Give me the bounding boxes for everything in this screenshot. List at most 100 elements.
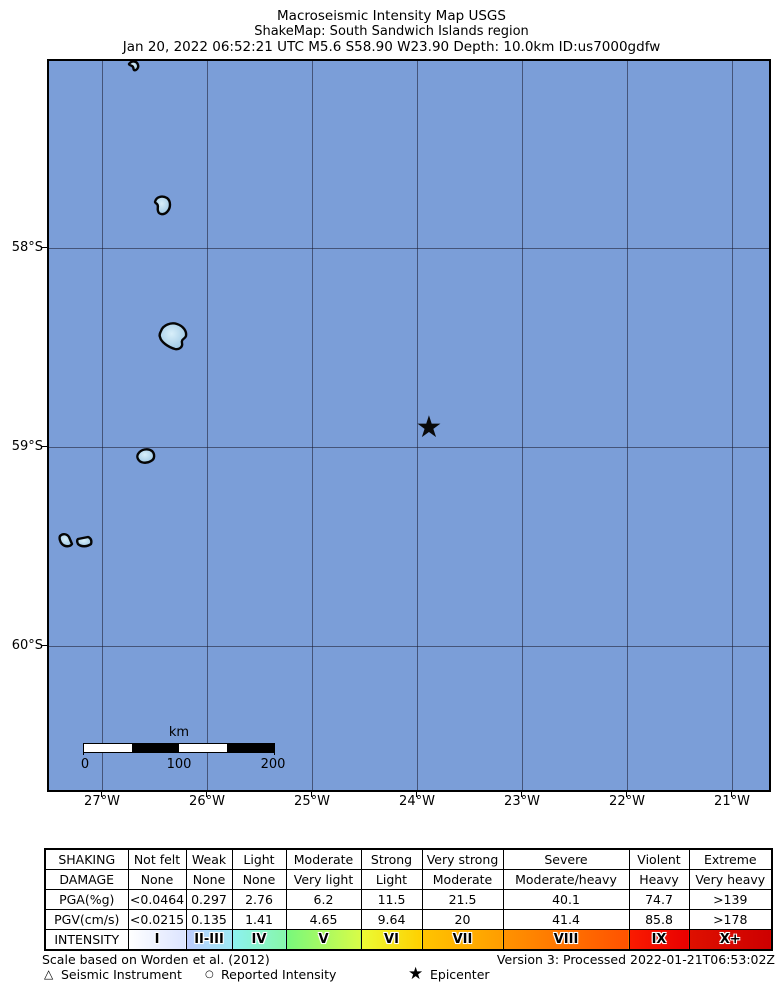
table-cell: Very strong	[421, 848, 504, 870]
row-label: DAMAGE	[44, 869, 129, 890]
table-row-shaking: SHAKING Not felt Weak Light Moderate Str…	[44, 848, 773, 870]
map-title: Macroseismic Intensity Map USGS	[277, 8, 506, 24]
gridline	[312, 61, 313, 790]
epicenter-legend-icon: ★	[408, 964, 424, 984]
axis-tick	[101, 792, 102, 797]
reported-intensity-icon: ○	[205, 969, 214, 980]
intensity-cell: X+	[688, 929, 773, 951]
table-cell: Severe	[502, 848, 630, 870]
table-cell: 4.65	[285, 909, 362, 930]
map-subtitle: ShakeMap: South Sandwich Islands region	[254, 24, 529, 39]
event-info-line: Jan 20, 2022 06:52:21 UTC M5.6 S58.90 W2…	[122, 39, 661, 55]
scale-bar-unit-label: km	[168, 725, 190, 740]
gridline	[207, 61, 208, 790]
table-cell: <0.0215	[127, 909, 187, 930]
table-cell: >178	[688, 909, 773, 930]
table-cell: 21.5	[421, 889, 504, 910]
table-cell: 20	[421, 909, 504, 930]
axis-tick	[42, 645, 47, 646]
row-label: PGV(cm/s)	[44, 909, 129, 930]
gridline	[49, 248, 769, 249]
table-row-intensity: INTENSITY I II-III IV V VI VII VIII IX X…	[44, 929, 773, 951]
epicenter-legend-label: Epicenter	[430, 967, 490, 982]
table-cell: 0.297	[185, 889, 233, 910]
lon-tick-label: 21°W	[714, 794, 750, 809]
intensity-cell: II-III	[185, 929, 233, 951]
epicenter-star-icon: ★	[415, 409, 443, 445]
table-cell: 1.41	[231, 909, 287, 930]
table-cell: Light	[231, 848, 287, 870]
table-cell: 85.8	[628, 909, 690, 930]
intensity-cell: VII	[421, 929, 504, 951]
scale-tick-label: 200	[260, 757, 286, 772]
table-cell: Very heavy	[688, 869, 773, 890]
table-cell: 2.76	[231, 889, 287, 910]
table-row-pgv: PGV(cm/s) <0.0215 0.135 1.41 4.65 9.64 2…	[44, 909, 773, 930]
gridline	[522, 61, 523, 790]
lon-tick-label: 27°W	[84, 794, 120, 809]
axis-tick	[311, 792, 312, 797]
gridline	[732, 61, 733, 790]
gridline	[102, 61, 103, 790]
axis-tick	[206, 792, 207, 797]
lat-tick-label: 59°S	[11, 439, 43, 454]
scale-bar-segment	[131, 744, 179, 752]
table-row-damage: DAMAGE None None None Very light Light M…	[44, 869, 773, 890]
table-cell: Extreme	[688, 848, 773, 870]
gridline	[627, 61, 628, 790]
table-cell: Moderate	[421, 869, 504, 890]
lon-tick-label: 23°W	[504, 794, 540, 809]
intensity-cell: VIII	[502, 929, 630, 951]
gridline	[49, 447, 769, 448]
table-cell: None	[231, 869, 287, 890]
seismic-instrument-label: Seismic Instrument	[61, 967, 182, 982]
island-shape	[127, 61, 140, 72]
axis-tick	[42, 247, 47, 248]
table-cell: Moderate	[285, 848, 362, 870]
row-label: PGA(%g)	[44, 889, 129, 910]
intensity-cell: V	[285, 929, 362, 951]
axis-tick	[42, 446, 47, 447]
map-canvas: ★ km 0 100 200	[47, 59, 771, 792]
scale-reference-note: Scale based on Worden et al. (2012)	[42, 952, 270, 967]
seismic-instrument-icon: △	[44, 967, 54, 981]
table-cell: Strong	[360, 848, 423, 870]
row-label: INTENSITY	[44, 929, 129, 951]
scale-bar-segment	[84, 744, 132, 752]
lon-tick-label: 25°W	[294, 794, 330, 809]
scale-bar-ticks: 0 100 200	[80, 757, 286, 775]
intensity-cell: I	[127, 929, 187, 951]
axis-tick	[521, 792, 522, 797]
gridline	[417, 61, 418, 790]
intensity-cell: IV	[231, 929, 287, 951]
scale-tick-label: 100	[166, 757, 192, 772]
table-cell: None	[185, 869, 233, 890]
axis-tick	[731, 792, 732, 797]
axis-tick	[416, 792, 417, 797]
intensity-legend-table: SHAKING Not felt Weak Light Moderate Str…	[44, 848, 773, 951]
scale-bar-segments	[83, 743, 275, 755]
lat-tick-label: 60°S	[11, 638, 43, 653]
island-shape	[76, 535, 93, 548]
island-shape	[153, 195, 172, 216]
table-cell: <0.0464	[127, 889, 187, 910]
lon-tick-label: 22°W	[609, 794, 645, 809]
island-shape	[136, 448, 156, 464]
table-cell: None	[127, 869, 187, 890]
table-cell: Light	[360, 869, 423, 890]
table-cell: Violent	[628, 848, 690, 870]
reported-intensity-label: Reported Intensity	[221, 967, 337, 982]
table-cell: 0.135	[185, 909, 233, 930]
table-cell: 11.5	[360, 889, 423, 910]
table-cell: 41.4	[502, 909, 630, 930]
lon-tick-label: 24°W	[399, 794, 435, 809]
table-cell: Moderate/heavy	[502, 869, 630, 890]
table-row-pga: PGA(%g) <0.0464 0.297 2.76 6.2 11.5 21.5…	[44, 889, 773, 910]
island-shapes	[58, 61, 188, 548]
lat-tick-label: 58°S	[11, 240, 43, 255]
table-cell: Not felt	[127, 848, 187, 870]
island-shape	[58, 533, 74, 548]
scale-tick-label: 0	[80, 757, 90, 772]
version-processed-note: Version 3: Processed 2022-01-21T06:53:02…	[496, 952, 775, 967]
